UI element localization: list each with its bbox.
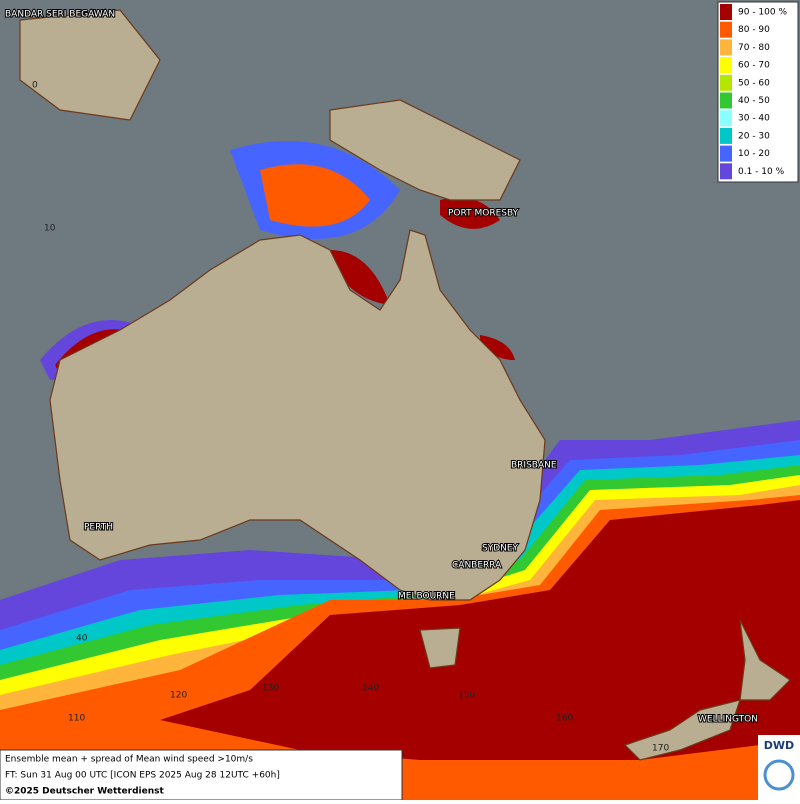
legend-label: 0.1 - 10 % xyxy=(738,167,785,177)
legend-label: 20 - 30 xyxy=(738,131,770,141)
legend-swatch xyxy=(720,39,732,56)
logo: DWD xyxy=(764,739,794,752)
legend-swatch xyxy=(720,21,732,38)
footer-line: Ensemble mean + spread of Mean wind spee… xyxy=(5,755,253,765)
grid-label: 10 xyxy=(44,224,56,234)
footer-line: ©2025 Deutscher Wetterdienst xyxy=(5,787,164,797)
legend-label: 40 - 50 xyxy=(738,96,770,106)
place-label: BANDAR SERI BEGAWAN xyxy=(5,10,115,20)
legend-swatch xyxy=(720,127,732,144)
legend-swatch xyxy=(720,145,732,162)
grid-label: 170 xyxy=(652,744,669,754)
place-label: BRISBANE xyxy=(511,461,557,471)
grid-label: 140 xyxy=(362,684,379,694)
grid-label: 120 xyxy=(170,691,187,701)
legend-label: 70 - 80 xyxy=(738,43,770,53)
place-label: MELBOURNE xyxy=(398,592,455,602)
legend-swatch xyxy=(720,74,732,91)
footer-line: FT: Sun 31 Aug 00 UTC [ICON EPS 2025 Aug… xyxy=(5,771,280,781)
legend-swatch xyxy=(720,4,732,20)
legend-label: 10 - 20 xyxy=(738,149,770,159)
place-label: PORT MORESBY xyxy=(448,209,519,219)
wind-field xyxy=(0,141,800,800)
grid-label: 150 xyxy=(458,691,475,701)
legend-swatch xyxy=(720,92,732,109)
place-label: PERTH xyxy=(84,523,113,533)
grid-label: 160 xyxy=(556,714,573,724)
place-label: SYDNEY xyxy=(482,544,519,554)
legend-swatch xyxy=(720,163,732,180)
place-label: CANBERRA xyxy=(452,561,502,571)
grid-label: 40 xyxy=(76,634,88,644)
legend-label: 30 - 40 xyxy=(738,114,770,124)
legend-label: 80 - 90 xyxy=(738,25,770,35)
place-label: WELLINGTON xyxy=(698,715,758,725)
legend-label: 50 - 60 xyxy=(738,78,770,88)
grid-label: 110 xyxy=(68,714,85,724)
logo-icon xyxy=(763,759,795,791)
grid-label: 0 xyxy=(32,81,38,91)
grid-label: 130 xyxy=(262,684,279,694)
land xyxy=(19,9,791,761)
legend-swatch xyxy=(720,110,732,127)
legend-label: 60 - 70 xyxy=(738,61,770,71)
legend-swatch xyxy=(720,57,732,74)
legend-label: 90 - 100 % xyxy=(738,8,787,18)
